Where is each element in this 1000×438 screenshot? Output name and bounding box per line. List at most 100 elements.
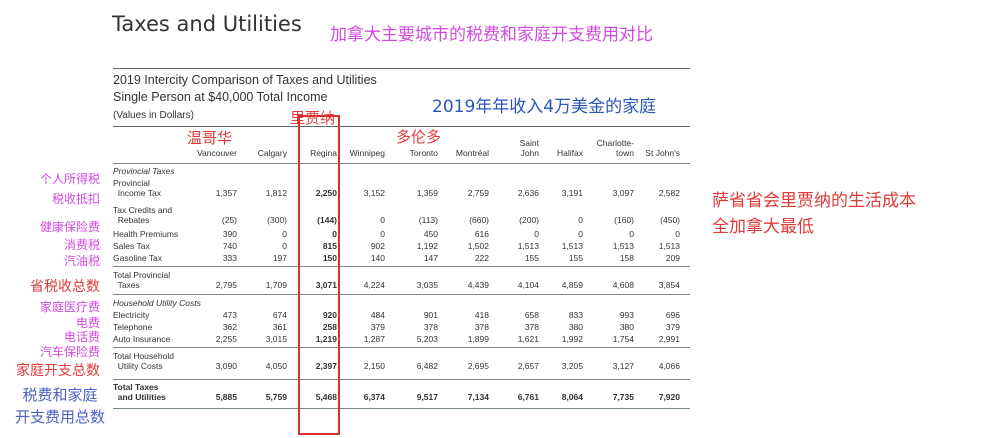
column-header: St John's: [620, 138, 680, 158]
table-cell: 209: [665, 253, 680, 263]
table-cell: 1,621: [517, 334, 539, 344]
table-cell: 3,097: [612, 188, 634, 198]
table-cell: 696: [665, 310, 680, 320]
table-cell: 2,795: [215, 280, 237, 290]
table-cell: 2,695: [467, 361, 489, 371]
table-cell: 0: [332, 229, 337, 239]
table-cell: 4,439: [467, 280, 489, 290]
row-label-line: Utility Costs: [113, 361, 163, 371]
table-cell: 3,071: [315, 280, 337, 290]
table-cell: 1,359: [416, 188, 438, 198]
chinese-title-annotation: 加拿大主要城市的税费和家庭开支费用对比: [330, 25, 653, 45]
row-label-line: Total Provincial: [113, 270, 171, 280]
table-cell: 158: [619, 253, 634, 263]
column-header: Regina: [277, 138, 337, 158]
annotation-label: 家庭医疗费: [39, 300, 100, 314]
table-cell: 378: [524, 322, 539, 332]
table-cell: 390: [222, 229, 237, 239]
table-cell: 362: [222, 322, 237, 332]
table-cell: 1,192: [416, 241, 438, 251]
table-cell: 993: [619, 310, 634, 320]
column-header-line: Charlotte-: [596, 138, 634, 148]
section-rule: [113, 294, 690, 295]
row-label: Provincial Taxes: [113, 166, 175, 176]
column-header-rule: [113, 163, 690, 164]
table-cell: 1,502: [467, 241, 489, 251]
row-label: Telephone: [113, 322, 152, 332]
row-label-line: Total Household: [113, 351, 174, 361]
column-header: Winnipeg: [325, 138, 385, 158]
table-cell: 333: [222, 253, 237, 263]
table-cell: 4,066: [658, 361, 680, 371]
column-header-line: Winnipeg: [349, 148, 385, 158]
table-cell: 833: [568, 310, 583, 320]
table-cell: 155: [568, 253, 583, 263]
table-cell: 140: [370, 253, 385, 263]
table-cell: 6,482: [416, 361, 438, 371]
column-header-line: Saint: [519, 138, 539, 148]
row-label: Gasoline Tax: [113, 253, 162, 263]
table-cell: 4,104: [517, 280, 539, 290]
table-cell: 5,759: [265, 392, 287, 402]
column-header-line: Montréal: [455, 148, 489, 158]
table-cell: 378: [423, 322, 438, 332]
table-cell: (113): [418, 215, 438, 225]
vancouver-cn-label: 温哥华: [187, 129, 233, 147]
row-label: Tax Credits and Rebates: [113, 205, 172, 225]
annotation-label: 开支费用总数: [14, 408, 105, 426]
table-cell: 258: [322, 322, 337, 332]
annotation-label: 省税收总数: [30, 279, 100, 295]
column-header-line: St John's: [645, 148, 680, 158]
row-label: Provincial Income Tax: [113, 178, 161, 198]
section-rule: [113, 347, 690, 348]
table-cell: 150: [322, 253, 337, 263]
table-cell: 6,374: [363, 392, 385, 402]
table-cell: 2,582: [658, 188, 680, 198]
row-label-line: Total Taxes: [113, 382, 159, 392]
table-cell: 2,150: [363, 361, 385, 371]
row-label: Auto Insurance: [113, 334, 170, 344]
table-cell: 0: [629, 229, 634, 239]
table-cell: 1,513: [612, 241, 634, 251]
row-label-line: Health Premiums: [113, 229, 179, 239]
table-cell: (660): [469, 215, 489, 225]
table-cell: 3,854: [658, 280, 680, 290]
row-label-line: Auto Insurance: [113, 334, 171, 344]
annotation-label: 消费税: [63, 238, 100, 252]
table-cell: 0: [675, 229, 680, 239]
table-cell: 674: [272, 310, 287, 320]
table-cell: (300): [267, 215, 287, 225]
annotation-label: 健康保险费: [39, 220, 100, 234]
annotation-label: 电费: [75, 316, 100, 330]
table-cell: 740: [222, 241, 237, 251]
row-label-line: and Utilities: [113, 392, 166, 402]
table-cell: 4,859: [561, 280, 583, 290]
table-cell: 5,468: [315, 392, 337, 402]
table-cell: 6,761: [517, 392, 539, 402]
table-top-rule: [113, 68, 690, 69]
table-cell: 2,255: [215, 334, 237, 344]
regina-highlight-box: [298, 115, 340, 435]
column-header: Charlotte-town: [574, 138, 634, 158]
page-title: Taxes and Utilities: [112, 12, 302, 36]
table-cell: (450): [660, 215, 680, 225]
annotation-label: 税收抵扣: [51, 192, 100, 206]
right-annotation: 萨省省会里贾纳的生活成本 全加拿大最低: [712, 188, 916, 240]
table-cell: (25): [221, 215, 237, 225]
row-label-line: Rebates: [113, 215, 150, 225]
annotation-label: 税费和家庭: [22, 386, 98, 404]
table-cell: 484: [370, 310, 385, 320]
table-cell: 815: [322, 241, 337, 251]
annotation-label: 电话费: [63, 330, 100, 344]
section-rule: [113, 379, 690, 380]
column-header: Montréal: [429, 138, 489, 158]
chinese-subtitle-annotation: 2019年年收入4万美金的家庭: [432, 97, 657, 117]
section-rule: [113, 266, 690, 267]
table-cell: 7,735: [612, 392, 634, 402]
table-cell: 3,035: [416, 280, 438, 290]
column-header-line: John: [520, 148, 539, 158]
table-cell: 3,205: [561, 361, 583, 371]
row-label-line: Taxes: [113, 280, 140, 290]
row-label-line: Provincial Taxes: [113, 166, 175, 176]
row-label-line: Household Utility Costs: [113, 298, 201, 308]
